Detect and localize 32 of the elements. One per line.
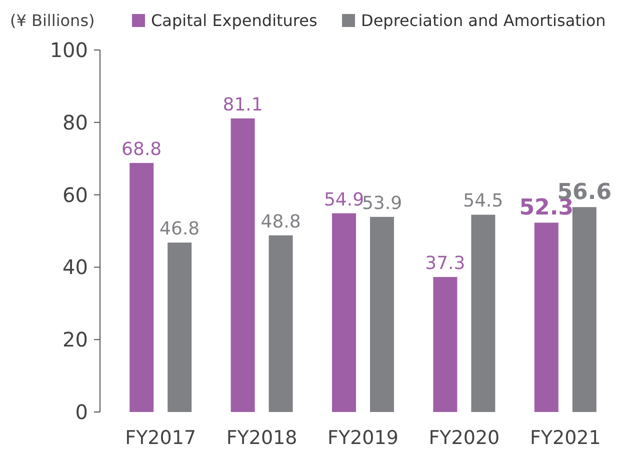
data-label: 53.9 — [362, 192, 402, 214]
data-label: 68.8 — [122, 138, 162, 160]
y-tick-label: 80 — [62, 110, 88, 134]
data-label: 81.1 — [222, 94, 263, 116]
data-label: 54.5 — [463, 190, 504, 212]
bar — [168, 242, 192, 412]
x-tick-label: FY2019 — [328, 427, 398, 449]
data-label: 48.8 — [260, 211, 301, 232]
y-tick-label: 20 — [62, 328, 88, 352]
bar — [534, 222, 558, 412]
bar — [471, 214, 496, 412]
bar — [433, 276, 458, 412]
y-tick-label: 40 — [62, 255, 88, 280]
bar — [332, 213, 356, 412]
x-tick-label: FY2021 — [530, 427, 601, 449]
bar — [572, 207, 596, 412]
x-tick-label: FY2020 — [428, 427, 500, 449]
legend-label: Capital Expenditures — [151, 11, 318, 30]
y-axis-title: (¥ Billions) — [10, 11, 95, 30]
y-tick-label: 100 — [50, 38, 88, 62]
legend-label: Depreciation and Amortisation — [361, 11, 606, 30]
data-label: 37.3 — [425, 252, 466, 274]
data-label: 46.8 — [160, 218, 200, 240]
bar — [268, 235, 293, 412]
bar — [370, 216, 394, 412]
bar — [230, 118, 255, 412]
y-tick-label: 60 — [62, 182, 88, 207]
x-tick-label: FY2017 — [125, 427, 196, 449]
bar — [130, 162, 154, 412]
y-tick-label: 0 — [75, 400, 88, 424]
data-label: 54.9 — [324, 189, 364, 210]
x-tick-label: FY2018 — [226, 427, 298, 449]
